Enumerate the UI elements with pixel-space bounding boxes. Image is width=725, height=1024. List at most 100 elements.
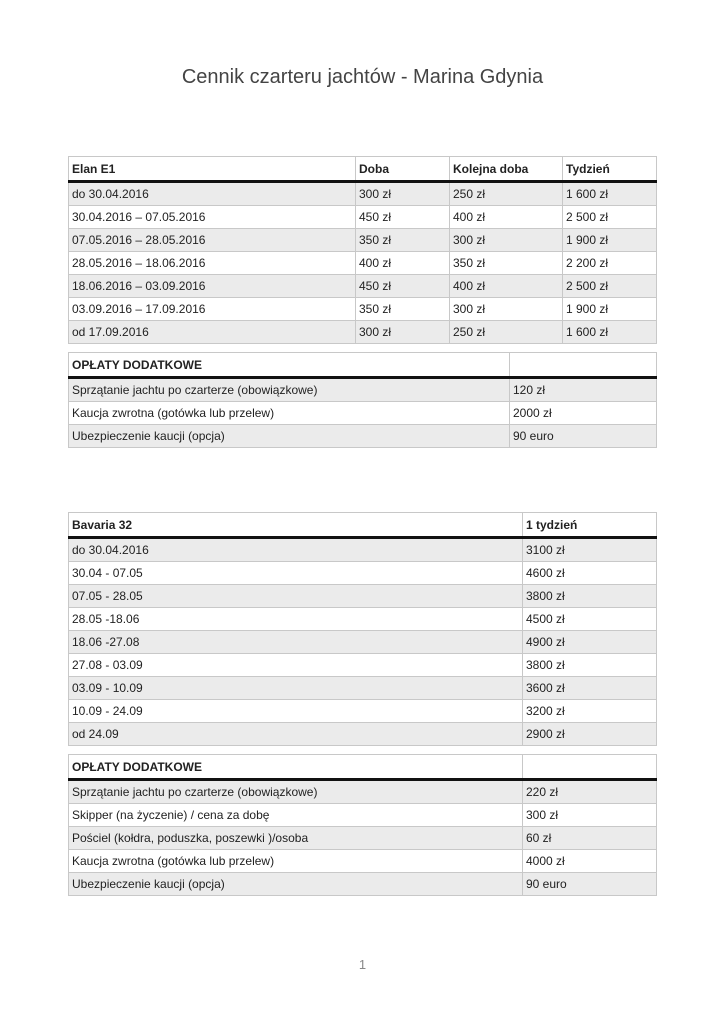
bavaria-fees-table: OPŁATY DODATKOWE Sprzątanie jachtu po cza… <box>68 754 657 896</box>
table-cell: 30.04 - 07.05 <box>68 561 523 585</box>
table-row: 27.08 - 03.09 3800 zł <box>68 653 657 677</box>
table-cell: 1 900 zł <box>562 297 657 321</box>
table-cell: 400 zł <box>449 205 563 229</box>
table-row: Kaucja zwrotna (gotówka lub przelew) 2000… <box>68 401 657 425</box>
table-cell: 3800 zł <box>522 653 657 677</box>
table-cell: 120 zł <box>509 377 657 402</box>
table-cell: 07.05.2016 – 28.05.2016 <box>68 228 356 252</box>
table-cell: 4500 zł <box>522 607 657 631</box>
table-cell: 1 600 zł <box>562 181 657 206</box>
table-cell: 350 zł <box>355 297 450 321</box>
table-row: 18.06.2016 – 03.09.2016 450 zł 400 zł 2 500… <box>68 274 657 298</box>
column-header: Kolejna doba <box>449 156 563 183</box>
header-row: Bavaria 32 1 tydzień <box>68 512 657 539</box>
table-row: Pościel (kołdra, poduszka, poszewki )/os… <box>68 826 657 850</box>
table-cell: 450 zł <box>355 274 450 298</box>
table-cell: 28.05 -18.06 <box>68 607 523 631</box>
column-header: Doba <box>355 156 450 183</box>
table-cell: 400 zł <box>355 251 450 275</box>
table-cell: 4000 zł <box>522 849 657 873</box>
table-cell: 30.04.2016 – 07.05.2016 <box>68 205 356 229</box>
table-cell: 220 zł <box>522 779 657 804</box>
table-cell: 1 600 zł <box>562 320 657 344</box>
table-row: 28.05 -18.06 4500 zł <box>68 607 657 631</box>
table-row: Sprzątanie jachtu po czarterze (obowiązk… <box>68 779 657 804</box>
table-cell: 03.09.2016 – 17.09.2016 <box>68 297 356 321</box>
table-cell: Skipper (na życzenie) / cena za dobę <box>68 803 523 827</box>
table-cell: 2 500 zł <box>562 274 657 298</box>
table-cell: 2000 zł <box>509 401 657 425</box>
table-cell: 2 500 zł <box>562 205 657 229</box>
table-cell: 400 zł <box>449 274 563 298</box>
table-cell: 3600 zł <box>522 676 657 700</box>
column-header: Tydzień <box>562 156 657 183</box>
column-header <box>522 754 657 781</box>
table-cell: 300 zł <box>355 320 450 344</box>
page-number: 1 <box>358 957 367 972</box>
table-cell: 27.08 - 03.09 <box>68 653 523 677</box>
column-header <box>509 352 657 379</box>
table-cell: 450 zł <box>355 205 450 229</box>
table-cell: Sprzątanie jachtu po czarterze (obowiązk… <box>68 377 510 402</box>
table-cell: Pościel (kołdra, poduszka, poszewki )/os… <box>68 826 523 850</box>
column-header: OPŁATY DODATKOWE <box>68 352 510 379</box>
table-cell: Sprzątanie jachtu po czarterze (obowiązk… <box>68 779 523 804</box>
table-cell: 3800 zł <box>522 584 657 608</box>
table-cell: 4900 zł <box>522 630 657 654</box>
table-row: od 17.09.2016 300 zł 250 zł 1 600 zł <box>68 320 657 344</box>
elan-price-table: Elan E1 Doba Kolejna doba Tydzień do 30.04.2… <box>68 156 657 344</box>
table-row: Kaucja zwrotna (gotówka lub przelew) 4000… <box>68 849 657 873</box>
column-header: OPŁATY DODATKOWE <box>68 754 523 781</box>
column-header: Bavaria 32 <box>68 512 523 539</box>
table-cell: 28.05.2016 – 18.06.2016 <box>68 251 356 275</box>
table-cell: 4600 zł <box>522 561 657 585</box>
table-cell: 2900 zł <box>522 722 657 746</box>
table-cell: 350 zł <box>449 251 563 275</box>
table-cell: 07.05 - 28.05 <box>68 584 523 608</box>
table-row: 10.09 - 24.09 3200 zł <box>68 699 657 723</box>
table-cell: 18.06 -27.08 <box>68 630 523 654</box>
elan-fees-table: OPŁATY DODATKOWE Sprzątanie jachtu po cza… <box>68 352 657 448</box>
table-row: do 30.04.2016 300 zł 250 zł 1 600 zł <box>68 181 657 206</box>
table-cell: 90 euro <box>522 872 657 896</box>
table-cell: od 24.09 <box>68 722 523 746</box>
page-title: Cennik czarteru jachtów - Marina Gdynia <box>181 66 544 88</box>
column-header: Elan E1 <box>68 156 356 183</box>
table-cell: Kaucja zwrotna (gotówka lub przelew) <box>68 849 523 873</box>
table-cell: 350 zł <box>355 228 450 252</box>
table-cell: Kaucja zwrotna (gotówka lub przelew) <box>68 401 510 425</box>
table-cell: 1 900 zł <box>562 228 657 252</box>
bavaria-price-table: Bavaria 32 1 tydzień do 30.04.2016 3100 zł 3… <box>68 512 657 746</box>
header-row: OPŁATY DODATKOWE <box>68 754 657 781</box>
table-row: Skipper (na życzenie) / cena za dobę 300 … <box>68 803 657 827</box>
table-cell: 300 zł <box>355 181 450 206</box>
table-cell: 60 zł <box>522 826 657 850</box>
column-header: 1 tydzień <box>522 512 657 539</box>
table-cell: 2 200 zł <box>562 251 657 275</box>
table-row: 03.09 - 10.09 3600 zł <box>68 676 657 700</box>
table-row: Ubezpieczenie kaucji (opcja) 90 euro <box>68 424 657 448</box>
table-cell: do 30.04.2016 <box>68 537 523 562</box>
table-cell: Ubezpieczenie kaucji (opcja) <box>68 424 510 448</box>
table-cell: 300 zł <box>522 803 657 827</box>
header-row: Elan E1 Doba Kolejna doba Tydzień <box>68 156 657 183</box>
table-cell: 3200 zł <box>522 699 657 723</box>
table-row: 18.06 -27.08 4900 zł <box>68 630 657 654</box>
table-cell: 250 zł <box>449 181 563 206</box>
table-row: 28.05.2016 – 18.06.2016 400 zł 350 zł 2 200… <box>68 251 657 275</box>
table-row: do 30.04.2016 3100 zł <box>68 537 657 562</box>
table-row: 03.09.2016 – 17.09.2016 350 zł 300 zł 1 900… <box>68 297 657 321</box>
table-row: Ubezpieczenie kaucji (opcja) 90 euro <box>68 872 657 896</box>
table-cell: od 17.09.2016 <box>68 320 356 344</box>
table-cell: 3100 zł <box>522 537 657 562</box>
table-cell: 10.09 - 24.09 <box>68 699 523 723</box>
header-row: OPŁATY DODATKOWE <box>68 352 657 379</box>
table-cell: 03.09 - 10.09 <box>68 676 523 700</box>
table-cell: 300 zł <box>449 297 563 321</box>
table-row: Sprzątanie jachtu po czarterze (obowiązk… <box>68 377 657 402</box>
table-row: 30.04.2016 – 07.05.2016 450 zł 400 zł 2 500… <box>68 205 657 229</box>
table-cell: 90 euro <box>509 424 657 448</box>
table-cell: Ubezpieczenie kaucji (opcja) <box>68 872 523 896</box>
table-row: 30.04 - 07.05 4600 zł <box>68 561 657 585</box>
